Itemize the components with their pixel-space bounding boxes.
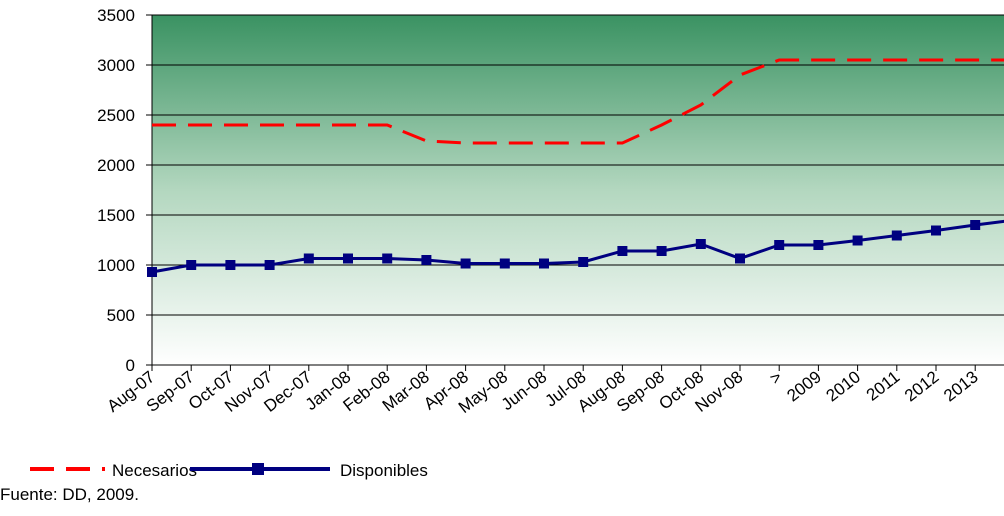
legend-label: Necesarios (112, 461, 197, 480)
point-marker (343, 253, 353, 264)
x-tick-label: 2013 (940, 367, 982, 405)
point-marker (813, 240, 824, 250)
point-marker (695, 239, 706, 249)
y-tick-label: 500 (107, 306, 135, 325)
y-tick-label: 3500 (97, 6, 135, 25)
point-marker (264, 260, 275, 270)
point-marker (852, 235, 863, 246)
point-marker (147, 267, 157, 277)
point-marker (891, 230, 902, 241)
point-marker (578, 257, 589, 267)
point-marker (735, 253, 745, 264)
x-tick-label: 2011 (863, 367, 904, 404)
point-marker (774, 240, 785, 250)
point-marker (499, 258, 510, 269)
y-tick-label: 1500 (97, 206, 135, 225)
plot-background (152, 15, 1004, 365)
point-marker (970, 220, 981, 230)
y-tick-label: 3000 (97, 56, 135, 75)
point-marker (303, 253, 314, 264)
point-marker (421, 255, 432, 265)
y-tick-label: 0 (126, 356, 135, 375)
point-marker (382, 253, 393, 264)
point-marker (656, 246, 667, 256)
point-marker (225, 260, 236, 270)
series-line (152, 58, 1004, 145)
x-tick-label: > (766, 367, 786, 388)
point-marker (931, 225, 941, 236)
source-note: Fuente: DD, 2009. (0, 485, 139, 504)
y-tick-label: 1000 (97, 256, 135, 275)
point-marker (539, 258, 549, 269)
point-marker (460, 258, 471, 269)
y-tick-label: 2500 (97, 106, 135, 125)
x-tick-label: 2012 (901, 367, 943, 405)
legend-label: Disponibles (340, 461, 428, 480)
point-marker (186, 260, 197, 270)
x-tick-label: 2009 (783, 367, 825, 405)
y-tick-label: 2000 (97, 156, 135, 175)
x-tick-label: Jun-08 (498, 367, 551, 414)
x-tick-label: 2010 (823, 367, 865, 405)
legend-marker (252, 463, 264, 475)
point-marker (617, 246, 628, 256)
